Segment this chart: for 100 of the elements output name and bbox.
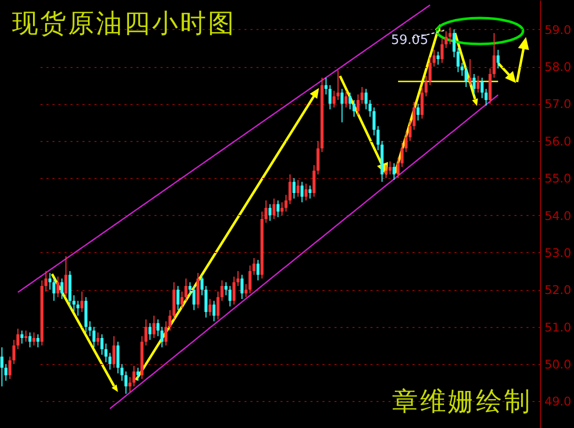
candlestick bbox=[460, 62, 464, 76]
candlestick bbox=[112, 336, 116, 368]
candlestick bbox=[28, 332, 32, 348]
candlestick bbox=[228, 285, 232, 307]
candlestick bbox=[220, 280, 224, 302]
candlestick bbox=[436, 51, 440, 66]
y-tick-label: 52.0 bbox=[544, 283, 572, 298]
candlestick bbox=[92, 326, 96, 348]
candlestick bbox=[48, 272, 52, 290]
y-tick-label: 49.0 bbox=[544, 394, 572, 409]
candlestick bbox=[324, 77, 328, 95]
candlestick bbox=[244, 284, 248, 298]
candlestick bbox=[176, 285, 180, 311]
candlestick bbox=[292, 178, 296, 200]
candlestick bbox=[276, 200, 280, 218]
candlestick bbox=[456, 47, 460, 73]
candlestick bbox=[4, 364, 8, 382]
candlestick bbox=[336, 70, 340, 101]
candlestick bbox=[300, 181, 304, 203]
candlestick bbox=[128, 376, 132, 392]
candlestick bbox=[36, 334, 40, 348]
candlestick bbox=[20, 330, 24, 344]
candlestick bbox=[412, 101, 416, 130]
candlestick bbox=[348, 92, 352, 110]
candlestick bbox=[204, 285, 208, 318]
candlestick bbox=[216, 291, 220, 320]
candlestick bbox=[360, 86, 364, 104]
candlestick bbox=[208, 298, 212, 316]
y-tick-label: 57.0 bbox=[544, 97, 572, 112]
candlestick bbox=[60, 278, 64, 300]
candlestick bbox=[424, 75, 428, 97]
candlestick bbox=[372, 106, 376, 136]
candlestick bbox=[304, 183, 308, 201]
candlestick bbox=[268, 204, 272, 222]
candlestick bbox=[484, 88, 488, 106]
candlestick bbox=[72, 294, 76, 312]
candlestick bbox=[156, 318, 160, 337]
candlestick bbox=[296, 179, 300, 198]
candlestick bbox=[116, 341, 120, 374]
candlestick bbox=[420, 86, 424, 120]
candlestick bbox=[492, 32, 496, 78]
annotation: 59.05 bbox=[391, 33, 428, 48]
candlestick bbox=[308, 185, 312, 200]
candlestick bbox=[248, 265, 252, 294]
candlestick bbox=[188, 282, 192, 296]
candlestick bbox=[396, 157, 400, 179]
candlestick bbox=[280, 202, 284, 216]
candlestick bbox=[132, 365, 136, 387]
candlestick bbox=[200, 274, 204, 296]
candlestick bbox=[440, 38, 444, 64]
candlestick bbox=[444, 30, 448, 48]
chart-title: 现货原油四小时图 bbox=[12, 8, 236, 41]
candlestick bbox=[252, 258, 256, 276]
candlestick bbox=[496, 49, 500, 69]
y-tick-label: 53.0 bbox=[544, 246, 572, 260]
candlestick bbox=[404, 131, 408, 153]
candlestick bbox=[124, 370, 128, 394]
y-tick-label: 59.0 bbox=[544, 22, 572, 37]
candlestick bbox=[476, 75, 480, 94]
y-tick-label: 56.0 bbox=[544, 134, 572, 148]
candlestick bbox=[344, 90, 348, 108]
candlestick bbox=[152, 315, 156, 339]
candlestick bbox=[376, 126, 380, 151]
candlestick bbox=[108, 352, 112, 370]
candlestick bbox=[180, 291, 184, 309]
candlestick bbox=[328, 84, 332, 110]
candlestick bbox=[368, 100, 372, 118]
candlestick bbox=[288, 174, 292, 205]
candlestick bbox=[340, 88, 344, 123]
candlestick bbox=[284, 194, 288, 212]
candlestick bbox=[264, 200, 268, 224]
candlestick bbox=[164, 320, 168, 346]
candlestick bbox=[236, 270, 240, 286]
candlestick bbox=[16, 328, 20, 350]
candlestick bbox=[0, 346, 4, 387]
candlestick bbox=[56, 276, 60, 298]
candlestick bbox=[88, 320, 92, 337]
candlestick bbox=[76, 300, 80, 316]
candlestick bbox=[468, 58, 472, 86]
candlestick bbox=[416, 103, 420, 121]
candlestick bbox=[472, 74, 476, 95]
candlestick bbox=[388, 160, 392, 175]
candlestick bbox=[464, 66, 468, 88]
candlestick bbox=[356, 94, 360, 116]
y-tick-label: 58.0 bbox=[544, 60, 572, 74]
candlestick bbox=[240, 274, 244, 300]
candlestick bbox=[352, 100, 356, 118]
candlestick bbox=[160, 326, 164, 348]
candlestick bbox=[64, 256, 68, 298]
y-tick-label: 51.0 bbox=[544, 320, 572, 334]
candlestick bbox=[224, 282, 228, 296]
candlestick bbox=[168, 310, 172, 332]
candlestick bbox=[332, 90, 336, 108]
candlestick bbox=[392, 162, 396, 180]
candlestick bbox=[32, 332, 36, 346]
candlestick bbox=[136, 367, 140, 382]
y-tick-label: 55.0 bbox=[544, 172, 572, 186]
candlestick bbox=[100, 334, 104, 356]
y-tick-label: 50.0 bbox=[544, 358, 572, 372]
candlestick bbox=[80, 291, 84, 312]
